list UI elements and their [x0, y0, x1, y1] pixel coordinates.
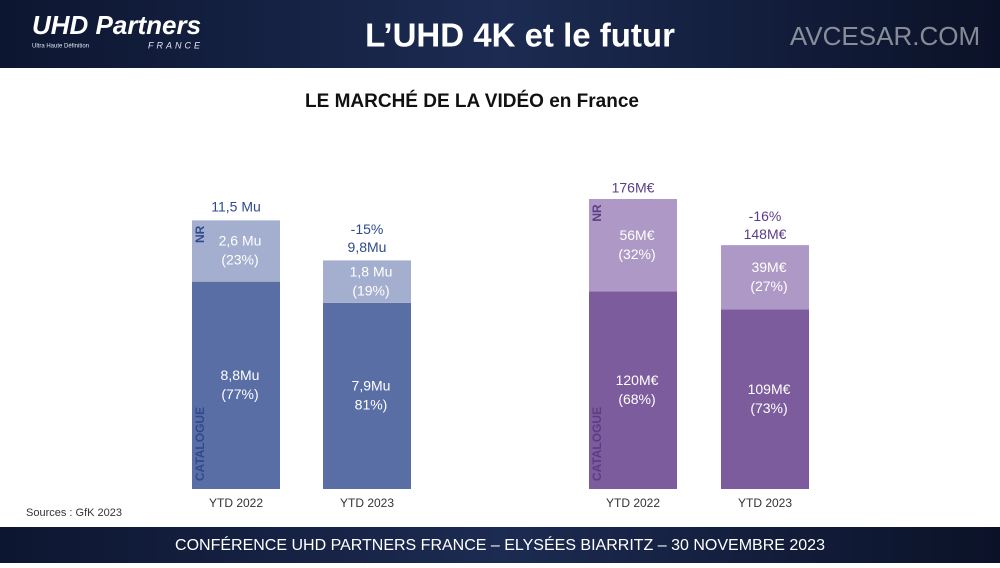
logo: UHD Partners	[32, 10, 201, 40]
footer-band	[0, 527, 1000, 563]
subtitle: LE MARCHÉ DE LA VIDÉO en France	[305, 90, 639, 112]
value-label: 120M€	[616, 372, 659, 388]
logo-country: FRANCE	[148, 40, 203, 50]
header-band	[0, 0, 1000, 68]
x-tick-label: YTD 2023	[340, 496, 394, 510]
value-label: 109M€	[748, 381, 791, 397]
total-label: 9,8Mu	[348, 239, 387, 255]
value-label: 56M€	[619, 227, 654, 243]
series-name: CATALOGUE	[590, 407, 604, 481]
share-label: 81%)	[355, 397, 388, 413]
share-label: (73%)	[750, 400, 787, 416]
logo-tagline: Ultra Haute Définition	[32, 44, 89, 50]
bar-segment	[589, 291, 677, 489]
series-name: NR	[193, 225, 207, 243]
x-tick-label: YTD 2022	[209, 496, 263, 510]
source: Sources : GfK 2023	[26, 507, 122, 519]
bar-segment	[589, 199, 677, 292]
share-label: (23%)	[221, 252, 258, 268]
value-label: 1,8 Mu	[350, 263, 393, 279]
change-label: -15%	[351, 221, 384, 237]
total-label: 176M€	[612, 180, 655, 196]
watermark: AVCESAR.COM	[790, 21, 980, 51]
value-label: 2,6 Mu	[219, 233, 262, 249]
slide-title: L’UHD 4K et le futur	[365, 17, 675, 54]
value-label: 8,8Mu	[221, 367, 260, 383]
share-label: (27%)	[750, 278, 787, 294]
change-label: -16%	[749, 208, 782, 224]
bar-segment	[721, 309, 809, 489]
share-label: (68%)	[618, 391, 655, 407]
x-tick-label: YTD 2023	[738, 496, 792, 510]
bar-segment	[721, 245, 809, 310]
footer: CONFÉRENCE UHD PARTNERS FRANCE – ELYSÉES…	[175, 535, 825, 554]
series-name: NR	[590, 204, 604, 222]
total-label: 148M€	[744, 226, 787, 242]
total-label: 11,5 Mu	[211, 199, 261, 215]
share-label: (19%)	[352, 282, 389, 298]
value-label: 39M€	[751, 259, 786, 275]
x-tick-label: YTD 2022	[606, 496, 660, 510]
bar-segment	[192, 220, 280, 282]
value-label: 7,9Mu	[352, 378, 391, 394]
share-label: (77%)	[221, 386, 258, 402]
series-name: CATALOGUE	[193, 407, 207, 481]
bar-segment	[323, 302, 411, 489]
share-label: (32%)	[618, 246, 655, 262]
bar-segment	[323, 260, 411, 303]
bar-segment	[192, 281, 280, 489]
